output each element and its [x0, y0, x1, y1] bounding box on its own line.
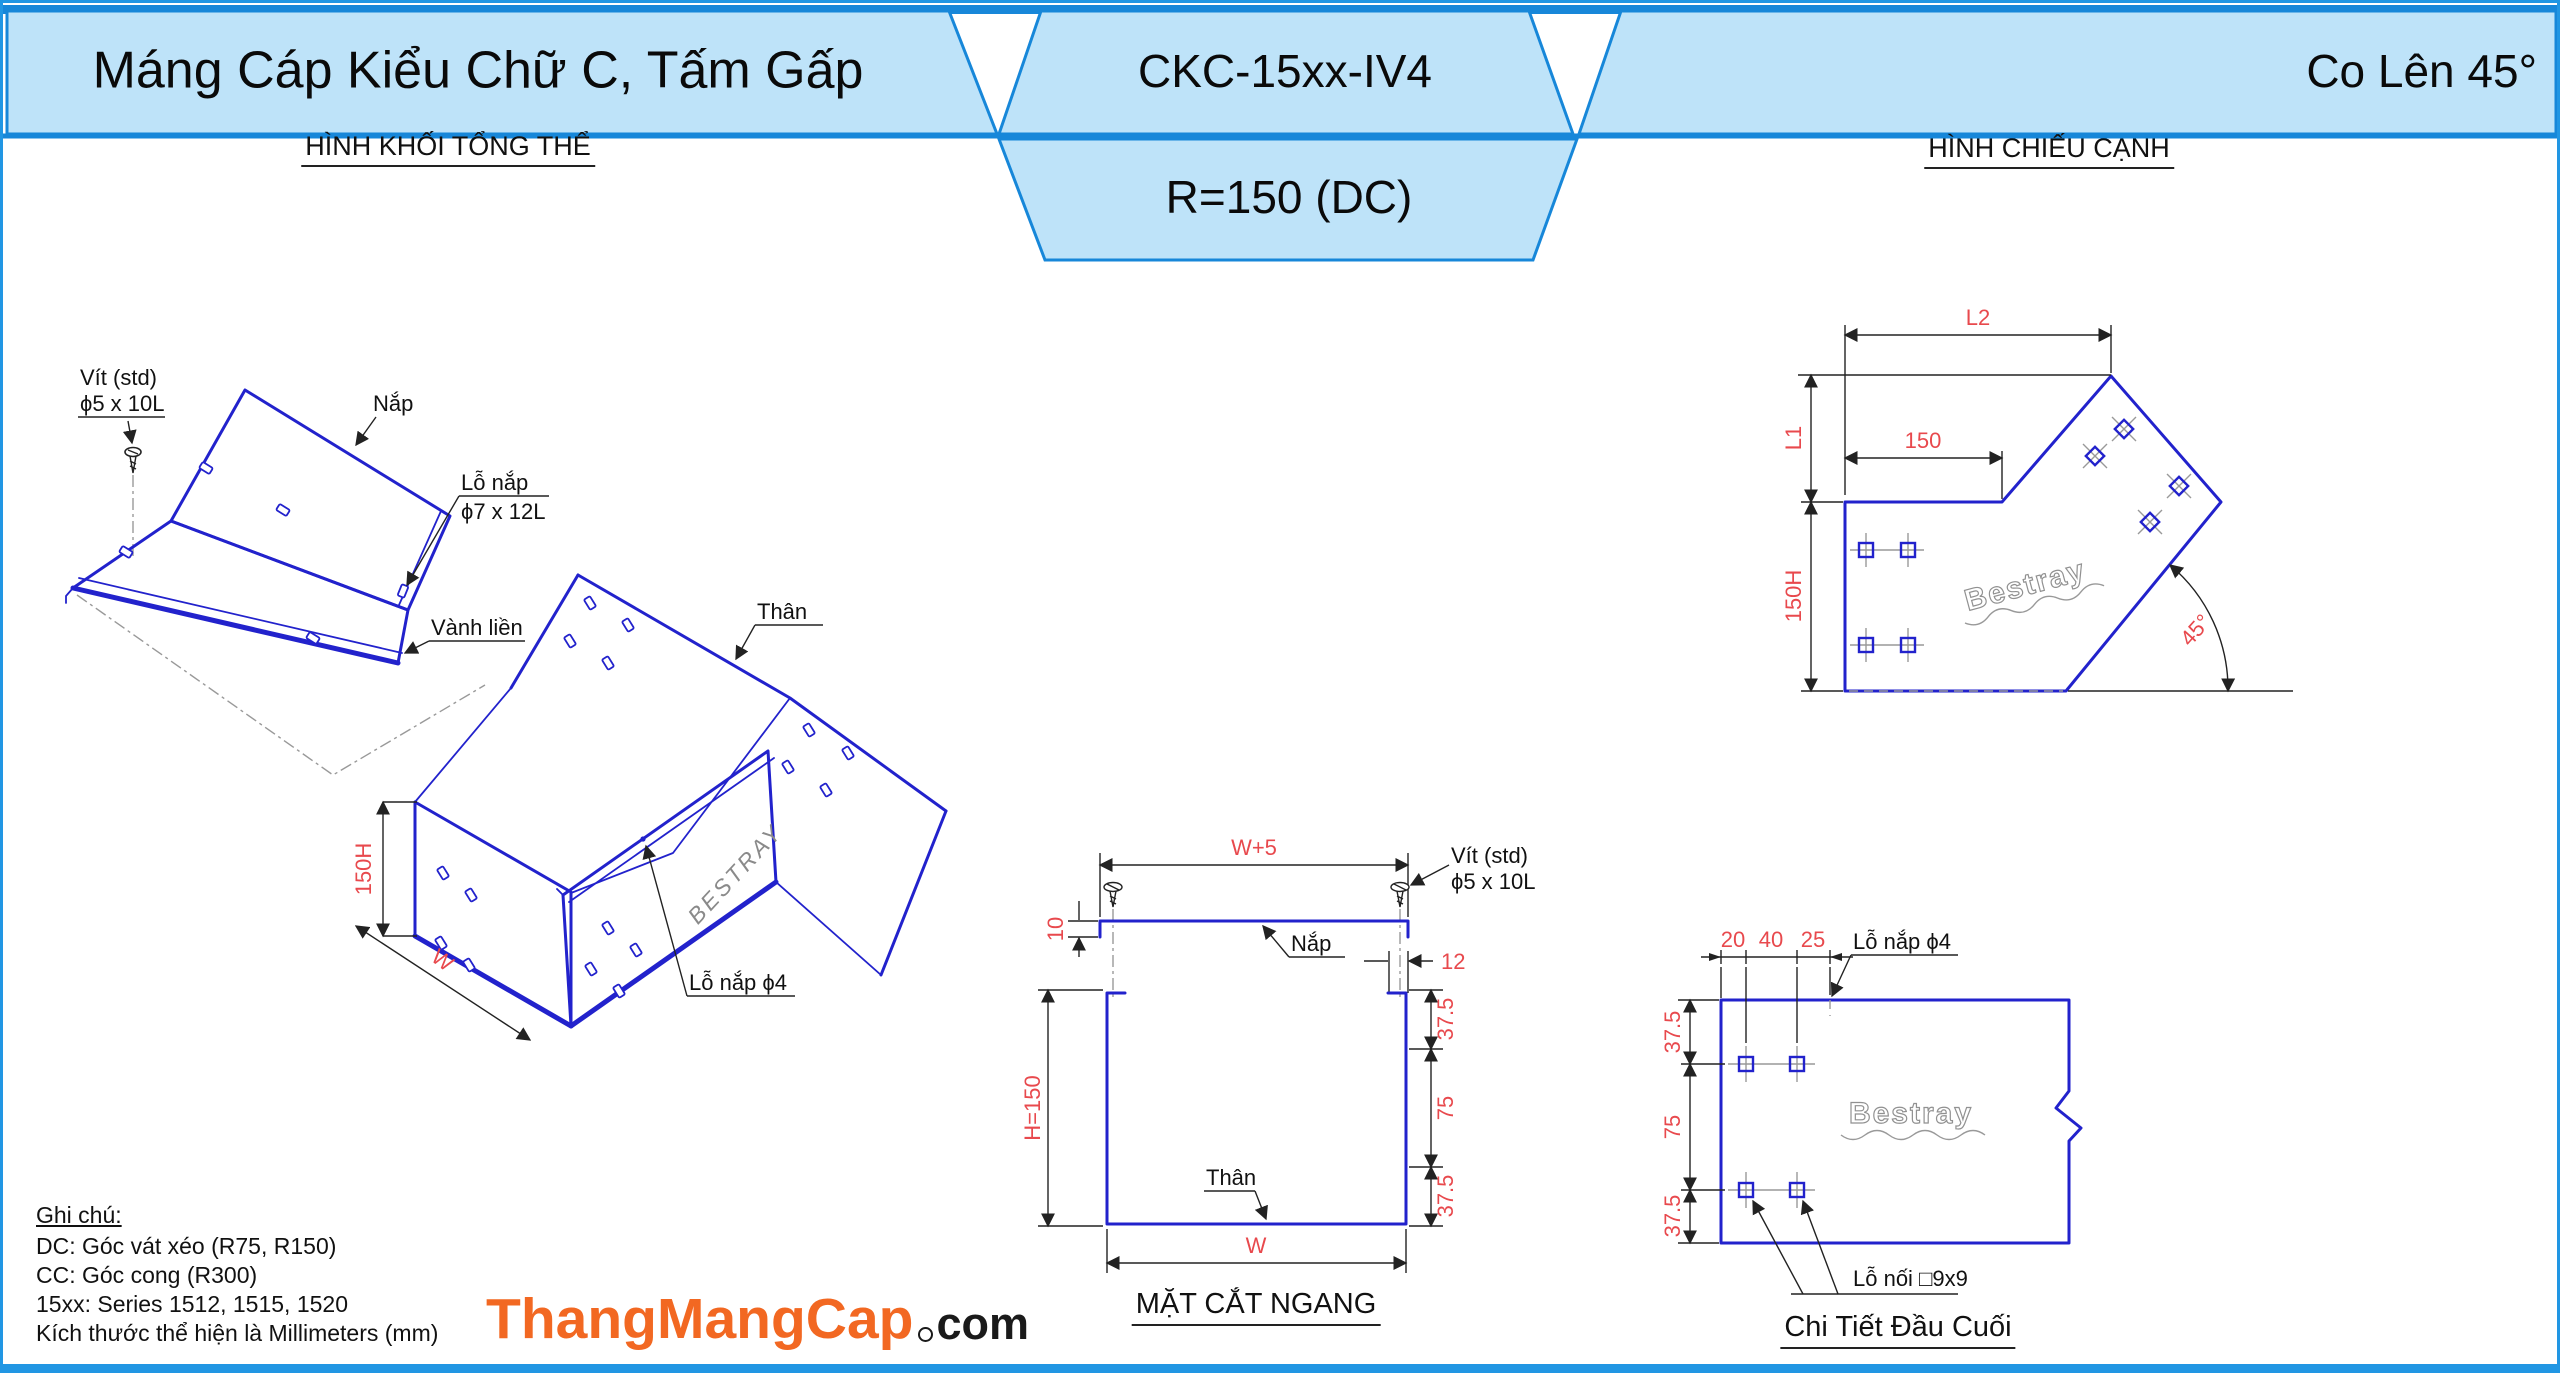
svg-text:25: 25 — [1801, 927, 1825, 952]
screw-icon — [124, 446, 142, 474]
svg-text:Bestray: Bestray — [1849, 1097, 1973, 1130]
iso-cover-hole4-label: Lỗ nắp ϕ4 — [689, 970, 787, 995]
note-line: Kích thước thể hiện là Millimeters (mm) — [36, 1320, 439, 1346]
cross-right-dims: 37.5 75 37.5 — [1409, 988, 1458, 1228]
svg-text:37.5: 37.5 — [1433, 1175, 1458, 1218]
cover-projection-line — [76, 594, 486, 776]
side-view: L2 L1 150H 150 45° — [1781, 305, 2293, 693]
cross-dim-h150: H=150 — [1023, 988, 1103, 1228]
cross-cover-label: Nắp — [1262, 924, 1345, 958]
end-top-dims: 20 40 25 — [1701, 927, 1853, 1043]
iso-body-label: Thân — [757, 599, 807, 624]
cross-dim-w: W — [1105, 1229, 1408, 1273]
side-dim-150h: 150H — [1781, 570, 1806, 623]
svg-text:20: 20 — [1721, 927, 1745, 952]
end-detail-view: 20 40 25 Lỗ nắp ϕ4 37.5 75 37.5 Lỗ nối □… — [1660, 927, 2083, 1295]
end-holes — [1728, 1046, 1815, 1208]
cross-dim-12: 12 — [1364, 949, 1465, 993]
end-hole-top-label: Lỗ nắp ϕ4 — [1830, 929, 1958, 998]
cross-dim-10: 10 — [1043, 901, 1098, 957]
iso-dim-150h: 150H — [351, 843, 376, 896]
side-outline — [1843, 374, 2223, 693]
svg-text:Nắp: Nắp — [1291, 931, 1331, 956]
svg-text:12: 12 — [1441, 949, 1465, 974]
body-shape — [412, 573, 948, 1029]
svg-text:Lỗ nắp ϕ4: Lỗ nắp ϕ4 — [1853, 929, 1951, 954]
product-title: Máng Cáp Kiểu Chữ C, Tấm Gấp — [92, 41, 864, 100]
cross-body-label: Thân — [1204, 1165, 1268, 1221]
variant-title: Co Lên 45° — [2306, 44, 2537, 97]
note-line: DC: Góc vát xéo (R75, R150) — [36, 1233, 337, 1259]
radius-note: R=150 (DC) — [1165, 170, 1413, 223]
header-radius-panel — [996, 137, 1580, 262]
svg-text:10: 10 — [1043, 917, 1068, 941]
svg-text:37.5: 37.5 — [1433, 998, 1458, 1041]
svg-text:Thân: Thân — [1206, 1165, 1256, 1190]
side-section-title: HÌNH CHIẾU CẠNH — [1924, 133, 2174, 169]
iso-dim-w: W — [427, 944, 459, 977]
side-dim-l2: L2 — [1966, 305, 1990, 330]
iso-dimensions: 150H W — [351, 800, 532, 1041]
end-watermark: Bestray — [1840, 1096, 1986, 1141]
bottom-border-line — [3, 1364, 2557, 1370]
cross-body — [1105, 991, 1408, 1226]
side-dim-l1: L1 — [1781, 426, 1806, 450]
end-detail-title: Chi Tiết Đầu Cuối — [1780, 1311, 2016, 1349]
side-watermark: Bestray — [1961, 553, 2105, 626]
logo-dot-icon — [918, 1327, 934, 1342]
iso-flange-label: Vành liền — [431, 615, 523, 640]
svg-text:Bestray: Bestray — [1961, 554, 2089, 618]
notes-block: Ghi chú: DC: Góc vát xéo (R75, R150) CC:… — [36, 1201, 438, 1348]
cover-panels — [65, 388, 452, 666]
svg-text:W: W — [1246, 1233, 1267, 1258]
iso-cover-hole-label-2: ϕ7 x 12L — [461, 499, 546, 524]
cross-section-title: MẶT CẮT NGANG — [1131, 1288, 1381, 1326]
cross-screw-label-2: ϕ5 x 10L — [1451, 869, 1536, 894]
cross-cover — [1098, 919, 1410, 939]
iso-screw-label-2: ϕ5 x 10L — [80, 391, 165, 416]
cross-screw-label-1: Vít (std) — [1451, 843, 1528, 868]
side-holes — [1850, 416, 2192, 662]
notes-heading: Ghi chú: — [36, 1202, 122, 1228]
cross-dim-w5: W+5 — [1098, 835, 1410, 917]
model-code: CKC-15xx-IV4 — [1138, 44, 1432, 97]
iso-cover-label: Nắp — [373, 391, 413, 416]
svg-text:40: 40 — [1759, 927, 1783, 952]
note-line: CC: Góc cong (R300) — [36, 1262, 258, 1288]
brand-logo[interactable]: ThangMangCap com — [486, 1291, 1029, 1348]
iso-section-title: HÌNH KHỐI TỔNG THỂ — [301, 131, 595, 167]
iso-screw-label-1: Vít (std) — [80, 365, 157, 390]
end-left-dims: 37.5 75 37.5 — [1660, 998, 1725, 1245]
iso-labels: Vít (std) ϕ5 x 10L Nắp Lỗ nắp ϕ7 x 12L V… — [78, 365, 823, 997]
header-banner — [3, 5, 2557, 262]
side-dim-150: 150 — [1905, 428, 1942, 453]
end-hole-bottom-label: Lỗ nối □9x9 — [1752, 1199, 1968, 1295]
svg-text:H=150: H=150 — [1023, 1075, 1045, 1140]
logo-text-tld: com — [936, 1297, 1030, 1349]
logo-text-main: ThangMangCap — [486, 1287, 914, 1351]
note-line: 15xx: Series 1512, 1515, 1520 — [36, 1291, 349, 1317]
svg-text:37.5: 37.5 — [1660, 1011, 1685, 1054]
svg-text:75: 75 — [1433, 1096, 1458, 1120]
svg-text:75: 75 — [1660, 1115, 1685, 1139]
end-outline — [1719, 998, 2083, 1245]
svg-text:Lỗ nối □9x9: Lỗ nối □9x9 — [1853, 1266, 1968, 1291]
cross-section-view: W+5 Vít (std) ϕ5 x 10L 10 Nắp — [1023, 835, 1536, 1273]
isometric-view: 150H W Vít (std) ϕ5 x 10L Nắp Lỗ nắp ϕ7 … — [65, 365, 948, 1041]
iso-cover-hole-label-1: Lỗ nắp — [461, 470, 528, 495]
svg-text:W+5: W+5 — [1231, 835, 1277, 860]
svg-text:37.5: 37.5 — [1660, 1195, 1685, 1238]
